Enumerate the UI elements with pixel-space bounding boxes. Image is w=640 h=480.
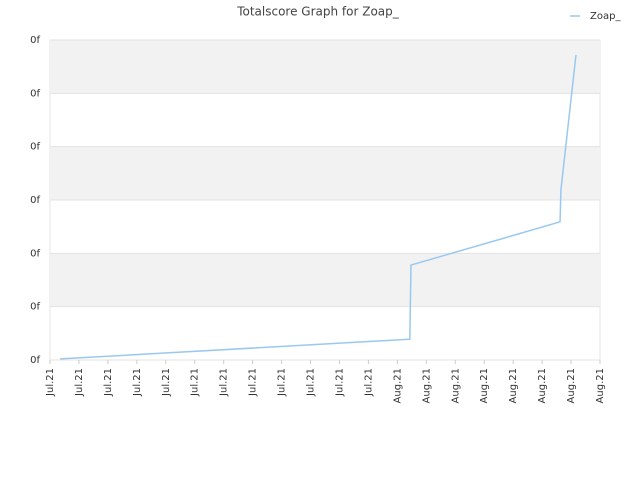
x-tick-label: Aug.21 xyxy=(566,368,577,403)
x-tick-label: Jul.21 xyxy=(306,368,317,397)
y-tick-label: 0f xyxy=(30,355,40,366)
x-tick-label: Aug.21 xyxy=(595,368,606,403)
data-line xyxy=(60,54,577,360)
legend-label: Zoap_ xyxy=(590,11,621,22)
x-tick-label: Jul.21 xyxy=(219,368,230,397)
x-tick-label: Jul.21 xyxy=(190,368,201,397)
x-tick-label: Aug.21 xyxy=(392,368,403,403)
grid-band xyxy=(50,146,600,200)
y-tick-label: 0f xyxy=(30,248,40,259)
chart-title: Totalscore Graph for Zoap_ xyxy=(236,5,400,19)
x-tick-label: Aug.21 xyxy=(537,368,548,403)
x-tick-label: Aug.21 xyxy=(421,368,432,403)
x-tick-label: Jul.21 xyxy=(334,368,345,397)
y-tick-label: 0f xyxy=(30,35,40,46)
grid-band xyxy=(50,253,600,307)
x-tick-label: Jul.21 xyxy=(161,368,172,397)
y-tick-label: 0f xyxy=(30,302,40,313)
x-tick-label: Aug.21 xyxy=(479,368,490,403)
x-tick-label: Jul.21 xyxy=(363,368,374,397)
y-tick-label: 0f xyxy=(30,195,40,206)
x-tick-label: Aug.21 xyxy=(450,368,461,403)
grid-band xyxy=(50,40,600,94)
y-tick-label: 0f xyxy=(30,88,40,99)
x-tick-label: Jul.21 xyxy=(132,368,143,397)
x-tick-label: Aug.21 xyxy=(508,368,519,403)
x-tick-label: Jul.21 xyxy=(103,368,114,397)
x-tick-label: Jul.21 xyxy=(277,368,288,397)
x-tick-label: Jul.21 xyxy=(248,368,259,397)
y-tick-label: 0f xyxy=(30,142,40,153)
x-tick-label: Jul.21 xyxy=(74,368,85,397)
x-tick-label: Jul.21 xyxy=(45,368,56,397)
